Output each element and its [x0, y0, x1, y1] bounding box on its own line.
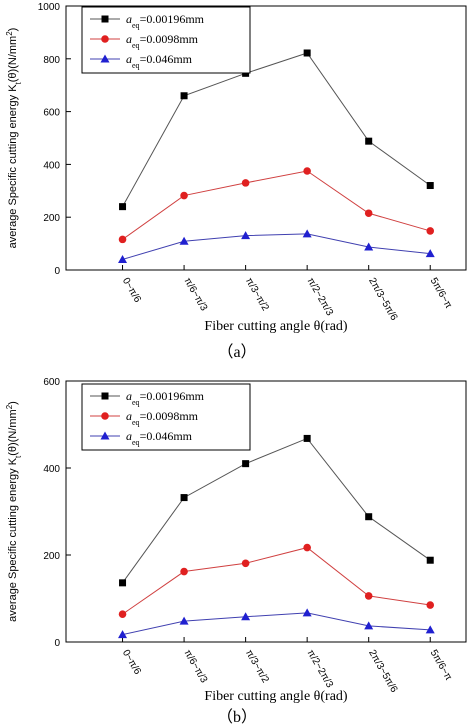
x-tick-label: π/2~2π/3: [305, 276, 336, 318]
y-tick-label: 200: [43, 213, 60, 224]
data-point-circle: [364, 209, 373, 218]
legend: aeq=0.00196mm aeq=0.0098mm aeq=0.046mm: [81, 383, 251, 451]
data-point-triangle: [425, 625, 435, 634]
y-tick-label: 400: [43, 464, 60, 475]
series-line-1: [122, 52, 431, 207]
data-point-square: [426, 182, 434, 190]
data-point-circle: [364, 592, 373, 600]
y-tick-label: 1000: [38, 2, 61, 13]
x-tick-label: π/6~π/3: [181, 276, 209, 313]
data-point-circle: [426, 601, 435, 609]
panel-label: （b）: [217, 708, 257, 726]
legend-marker-triangle: [100, 431, 110, 440]
y-tick-label: 800: [43, 55, 60, 66]
x-tick-label: 0~π/6: [120, 276, 143, 305]
legend-marker-square: [101, 392, 109, 400]
series-line-3: [122, 233, 431, 260]
x-tick-label: π/3~π/2: [243, 648, 271, 685]
data-point-square: [365, 513, 373, 521]
series-line-3: [122, 612, 431, 636]
y-tick-label: 0: [54, 638, 60, 649]
data-point-triangle: [241, 231, 251, 240]
legend-entry-1: aeq=0.00196mm: [126, 12, 205, 30]
data-point-square: [303, 49, 311, 57]
x-axis-title: Fiber cutting angle θ(rad): [204, 319, 347, 334]
x-axis-title: Fiber cutting angle θ(rad): [204, 689, 347, 704]
panel-label: （a）: [217, 343, 256, 361]
data-point-square: [180, 92, 188, 100]
legend-marker-circle: [101, 35, 109, 43]
x-tick-label: 2π/3~5π/6: [366, 648, 399, 695]
data-point-circle: [241, 559, 250, 568]
x-tick-label: 5π/6~π: [428, 648, 454, 683]
x-tick-label: π/2~2π/3: [305, 648, 336, 690]
series-line-1: [122, 437, 431, 584]
data-point-triangle: [425, 249, 435, 258]
data-point-square: [365, 137, 373, 145]
x-tick-label: 2π/3~5π/6: [366, 276, 399, 323]
y-axis-title: average Specific cutting energy Kt(θ)(N/…: [5, 28, 23, 249]
data-point-circle: [118, 610, 127, 618]
legend-marker-circle: [101, 412, 109, 420]
y-tick-label: 0: [54, 266, 60, 277]
data-point-square: [119, 579, 127, 587]
plot-frame: [65, 380, 467, 643]
data-point-triangle: [179, 616, 189, 625]
x-tick-label: π/3~π/2: [243, 276, 271, 313]
x-tick-label: 0~π/6: [120, 648, 143, 677]
y-tick-label: 200: [43, 551, 60, 562]
y-tick-label: 600: [43, 377, 60, 388]
y-tick-label: 600: [43, 108, 60, 119]
legend-entry-2: aeq=0.0098mm: [126, 409, 199, 427]
legend-marker-triangle: [100, 54, 110, 63]
legend-box: [81, 6, 251, 74]
data-point-triangle: [118, 630, 128, 639]
data-point-square: [426, 556, 434, 564]
data-point-square: [180, 494, 188, 502]
series-line-2: [122, 170, 431, 240]
data-point-circle: [241, 179, 250, 187]
data-point-triangle: [364, 621, 374, 630]
y-axis-title: average Specific cutting energy Kt(θ)(N/…: [5, 401, 23, 622]
data-point-circle: [303, 543, 311, 552]
data-point-triangle: [364, 242, 374, 251]
plot-frame: [65, 5, 467, 271]
data-point-square: [119, 203, 127, 211]
data-point-triangle: [302, 229, 312, 238]
chart-panel-a: 0 200 400 600 800 1000 0~π/6 π/6~π/3 π/3~π/2 π/2~…: [5, 2, 467, 361]
chart-panel-b: 0 200 400 600 0~π/6 π/6~π/3 π/3~π/2 π/2~2π/3 2π/…: [5, 377, 467, 726]
data-point-circle: [180, 567, 188, 576]
y-tick-label: 400: [43, 160, 60, 171]
data-point-circle: [426, 227, 435, 235]
data-point-circle: [180, 191, 188, 200]
legend-entry-1: aeq=0.00196mm: [126, 389, 205, 407]
data-point-triangle: [179, 236, 189, 245]
legend-entry-2: aeq=0.0098mm: [126, 32, 199, 50]
data-point-square: [303, 434, 311, 442]
legend-box: [81, 383, 251, 451]
data-point-circle: [118, 235, 127, 244]
data-point-circle: [303, 167, 311, 175]
legend-entry-3: aeq=0.046mm: [126, 52, 193, 70]
data-point-triangle: [241, 612, 251, 621]
data-point-triangle: [118, 254, 128, 263]
legend: aeq=0.00196mm aeq=0.0098mm aeq=0.046mm: [81, 6, 251, 74]
x-tick-label: 5π/6~π: [428, 276, 454, 311]
legend-marker-square: [101, 15, 109, 23]
x-tick-label: π/6~π/3: [181, 648, 209, 685]
data-point-triangle: [302, 608, 312, 617]
data-point-square: [242, 460, 250, 468]
legend-entry-3: aeq=0.046mm: [126, 429, 193, 447]
series-line-2: [122, 547, 431, 615]
